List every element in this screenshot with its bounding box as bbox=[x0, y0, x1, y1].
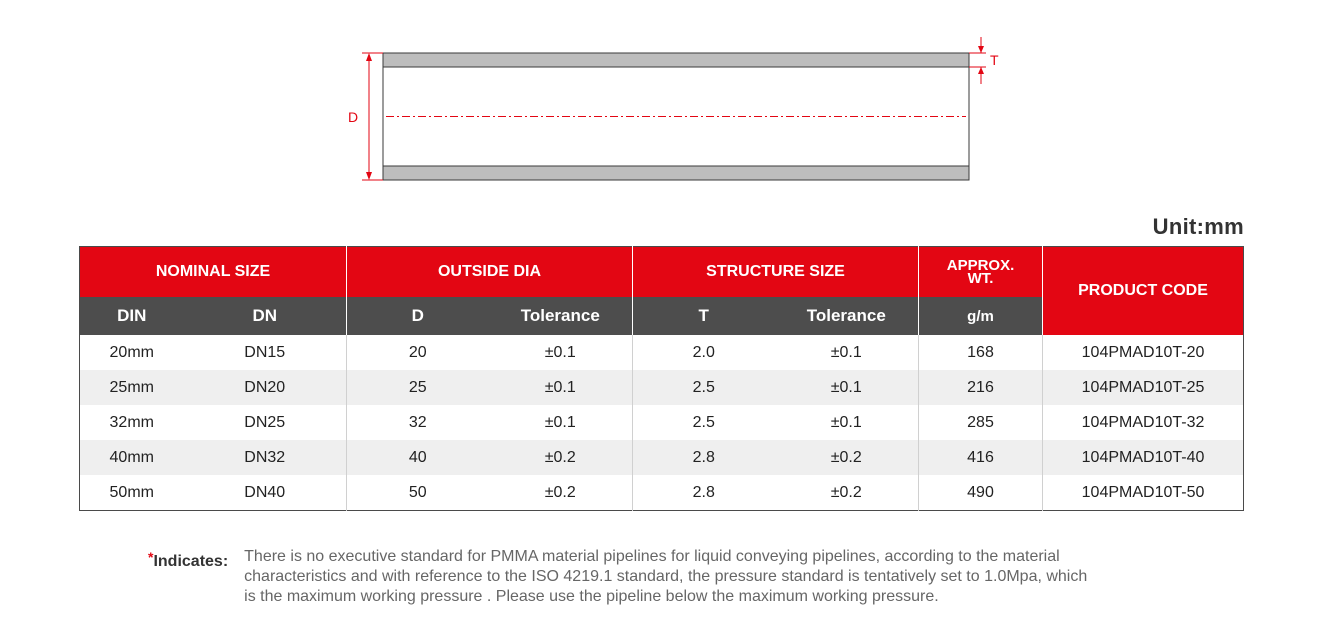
d-arrow-top bbox=[366, 53, 372, 61]
nominal-size-header: NOMINAL SIZE bbox=[79, 246, 347, 297]
d-cell: 25 bbox=[346, 370, 489, 405]
pipe-bottom-wall bbox=[382, 165, 970, 181]
table-row: 40mm DN32 40 ±0.2 2.8 ±0.2 416 104PMAD10… bbox=[79, 440, 1244, 475]
structure-tolerance-header: Tolerance bbox=[774, 297, 920, 335]
dn-header: DN bbox=[183, 297, 347, 335]
weight-cell: 168 bbox=[918, 335, 1044, 370]
table-row: 50mm DN40 50 ±0.2 2.8 ±0.2 490 104PMAD10… bbox=[80, 475, 1244, 511]
note-line: is the maximum working pressure . Please… bbox=[244, 588, 939, 605]
d-label: D bbox=[348, 109, 358, 125]
dn-cell: DN25 bbox=[183, 405, 347, 440]
structure-tolerance-cell: ±0.2 bbox=[774, 475, 920, 511]
unit-label: Unit:mm bbox=[1152, 214, 1244, 239]
din-header: DIN bbox=[79, 297, 184, 335]
note-line: characteristics and with reference to th… bbox=[244, 568, 1088, 585]
dn-cell: DN40 bbox=[183, 475, 347, 511]
t-cell: 2.0 bbox=[692, 343, 715, 361]
group-header-row: NOMINAL SIZE OUTSIDE DIA STRUCTURE SIZE … bbox=[79, 246, 1244, 335]
approx-wt-line1: APPROX. bbox=[946, 257, 1015, 274]
product-code-header: PRODUCT CODE bbox=[1042, 246, 1244, 335]
d-cell: 40 bbox=[346, 440, 489, 475]
d-cell: 32 bbox=[408, 413, 427, 431]
table-row: 25mm DN20 25 ±0.1 2.5 ±0.1 216 104PMAD10… bbox=[79, 370, 1244, 405]
note-label-text: Indicates: bbox=[153, 553, 229, 570]
d-cell: 50 bbox=[408, 483, 427, 501]
outside-dia-header: OUTSIDE DIA bbox=[346, 246, 633, 297]
t-cell: 2.5 bbox=[692, 413, 715, 431]
product-code-cell: 104PMAD10T-20 bbox=[1081, 343, 1205, 361]
t-cell: 2.8 bbox=[632, 440, 775, 475]
outside-tolerance-cell: ±0.2 bbox=[488, 440, 633, 475]
table-row: 20mm DN15 20 ±0.1 2.0 ±0.1 168 104PMAD10… bbox=[80, 335, 1244, 370]
approx-wt-header: APPROX. WT. bbox=[918, 246, 1044, 297]
structure-size-header: STRUCTURE SIZE bbox=[632, 246, 920, 297]
structure-tolerance-cell: ±0.1 bbox=[774, 405, 920, 440]
pipe-cross-section-diagram: D T bbox=[348, 37, 999, 181]
pipe-top-wall bbox=[382, 52, 970, 68]
sub-header-row: DIN DN D Tolerance T Tolerance g/m bbox=[79, 297, 1244, 335]
weight-unit-header: g/m bbox=[918, 297, 1044, 335]
note-line: There is no executive standard for PMMA … bbox=[244, 548, 1060, 565]
spec-table-body: 20mm DN15 20 ±0.1 2.0 ±0.1 168 104PMAD10… bbox=[79, 335, 1244, 511]
weight-cell: 216 bbox=[918, 370, 1044, 405]
approx-wt-line2: WT. bbox=[967, 270, 994, 287]
weight-cell: 285 bbox=[918, 405, 1044, 440]
note-text: There is no executive standard for PMMA … bbox=[244, 547, 1087, 607]
product-code-cell: 104PMAD10T-40 bbox=[1042, 440, 1244, 475]
dn-cell: DN32 bbox=[183, 440, 347, 475]
outside-tolerance-cell: ±0.1 bbox=[488, 370, 633, 405]
t-cell: 2.8 bbox=[692, 483, 715, 501]
structure-tolerance-cell: ±0.1 bbox=[774, 335, 920, 370]
d-cell: 20 bbox=[408, 343, 427, 361]
d-header: D bbox=[346, 297, 489, 335]
table-row: 32mm DN25 32 ±0.1 2.5 ±0.1 285 104PMAD10… bbox=[80, 405, 1244, 440]
asterisk-mark: * bbox=[148, 549, 154, 565]
din-cell: 20mm bbox=[109, 343, 154, 361]
t-cell: 2.5 bbox=[632, 370, 775, 405]
indicates-note: *Indicates: There is no executive standa… bbox=[148, 547, 1188, 607]
product-code-cell: 104PMAD10T-32 bbox=[1081, 413, 1205, 431]
outside-tolerance-header: Tolerance bbox=[488, 297, 633, 335]
weight-cell: 490 bbox=[918, 475, 1044, 511]
t-label: T bbox=[990, 52, 999, 68]
product-code-cell: 104PMAD10T-25 bbox=[1042, 370, 1244, 405]
weight-cell: 416 bbox=[918, 440, 1044, 475]
din-cell: 32mm bbox=[109, 413, 154, 431]
structure-tolerance-cell: ±0.2 bbox=[774, 440, 920, 475]
din-cell: 25mm bbox=[79, 370, 184, 405]
outside-tolerance-cell: ±0.1 bbox=[488, 335, 633, 370]
t-arrow-bottom bbox=[978, 67, 984, 74]
d-arrow-bottom bbox=[366, 172, 372, 180]
t-arrow-top bbox=[978, 46, 984, 53]
dn-cell: DN15 bbox=[183, 335, 347, 370]
din-cell: 50mm bbox=[109, 483, 154, 501]
outside-tolerance-cell: ±0.2 bbox=[488, 475, 633, 511]
t-header: T bbox=[632, 297, 775, 335]
outside-tolerance-cell: ±0.1 bbox=[488, 405, 633, 440]
spec-table: NOMINAL SIZE OUTSIDE DIA STRUCTURE SIZE … bbox=[79, 246, 1245, 511]
note-label: *Indicates: bbox=[148, 549, 228, 607]
din-cell: 40mm bbox=[79, 440, 184, 475]
product-code-cell: 104PMAD10T-50 bbox=[1081, 483, 1205, 501]
structure-tolerance-cell: ±0.1 bbox=[774, 370, 920, 405]
dn-cell: DN20 bbox=[183, 370, 347, 405]
